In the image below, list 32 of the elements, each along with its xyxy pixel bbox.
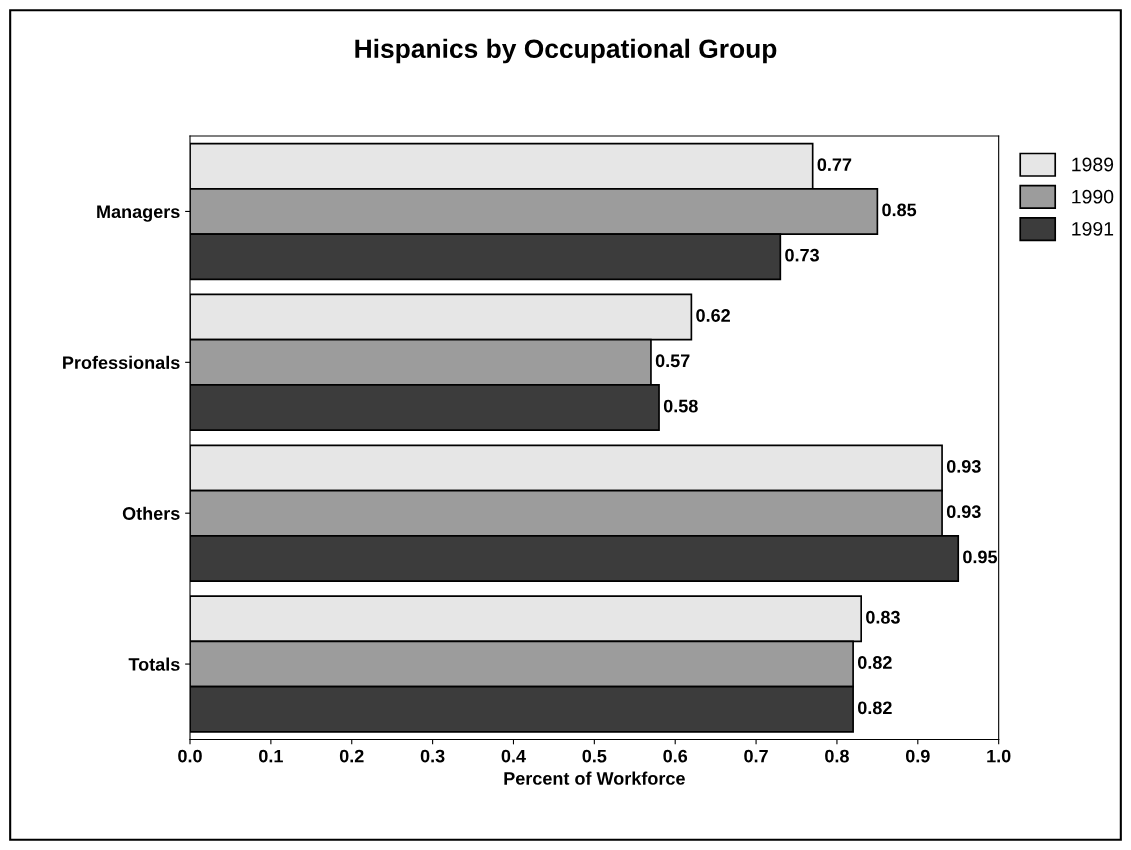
x-tick-label: 0.6 — [663, 749, 688, 763]
data-label: 0.77 — [817, 158, 852, 172]
data-label: 0.82 — [857, 701, 892, 715]
data-label: 0.83 — [866, 610, 900, 624]
x-tick-label: 0.0 — [178, 749, 202, 763]
x-axis-title: Percent of Workforce — [504, 771, 685, 785]
data-label: 0.85 — [882, 203, 917, 217]
legend-label: 1991 — [1072, 221, 1114, 236]
chart-title: Hispanics by Occupational Group — [355, 38, 777, 64]
y-tick-label: Totals — [128, 657, 180, 671]
x-tick-label: 0.9 — [905, 749, 930, 763]
data-label: 0.95 — [963, 550, 998, 564]
x-tick-label: 0.5 — [582, 749, 607, 763]
data-label: 0.82 — [857, 656, 892, 669]
data-label: 0.58 — [663, 399, 698, 413]
y-tick-label: Managers — [97, 205, 180, 222]
data-label: 0.93 — [946, 459, 981, 473]
x-tick-label: 0.7 — [744, 749, 768, 763]
data-label: 0.57 — [655, 354, 690, 368]
x-tick-label: 0.8 — [825, 749, 849, 763]
legend-label: 1990 — [1072, 189, 1114, 204]
y-tick-label: Others — [122, 506, 180, 520]
x-tick-label: 0.3 — [420, 749, 445, 763]
x-tick-label: 0.1 — [259, 749, 283, 763]
y-tick-label: Professionals — [63, 355, 180, 370]
data-label: 0.73 — [785, 248, 819, 262]
data-label: 0.93 — [946, 505, 981, 519]
x-tick-label: 0.2 — [339, 749, 364, 763]
data-label: 0.62 — [696, 309, 730, 322]
x-tick-label: 1.0 — [987, 749, 1011, 763]
x-tick-label: 0.4 — [501, 749, 526, 763]
legend-label: 1989 — [1072, 157, 1114, 172]
